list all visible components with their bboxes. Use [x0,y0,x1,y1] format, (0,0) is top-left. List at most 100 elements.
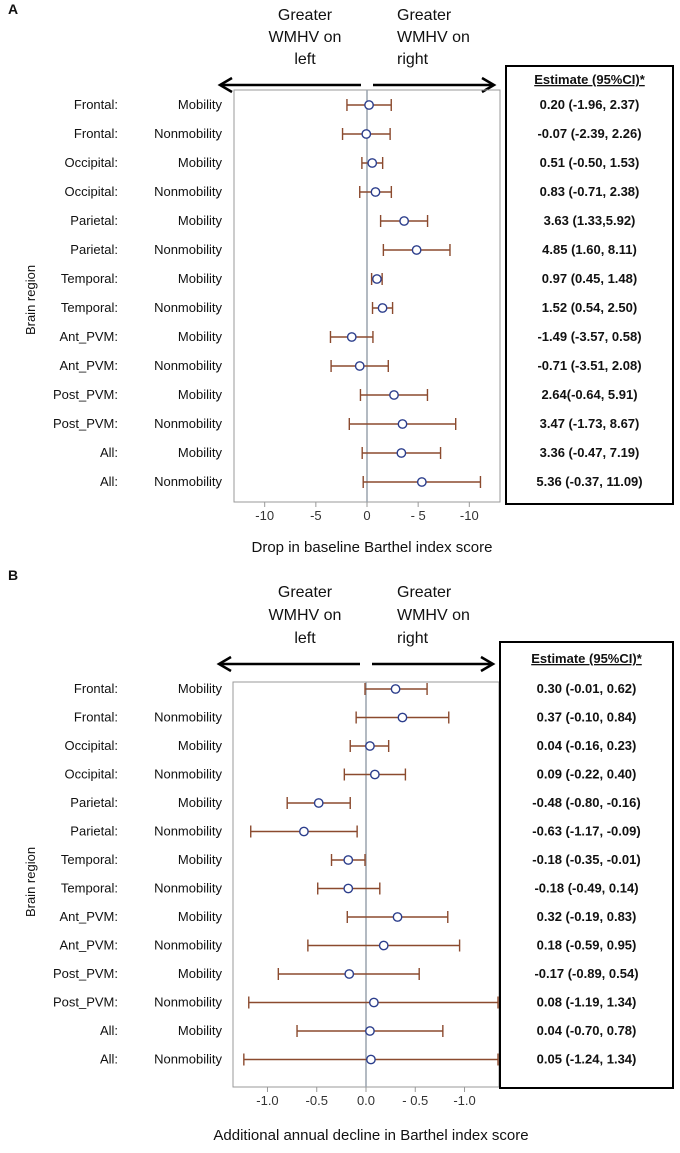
row-region-label: Temporal: [61,271,118,286]
estimate-value-text: 0.30 (-0.01, 0.62) [537,681,637,696]
point-estimate-marker [378,940,389,951]
estimate-value-text: 3.63 (1.33,5.92) [544,213,636,228]
row-region-label: Temporal: [61,300,118,315]
estimate-value-text: 2.64(-0.64, 5.91) [541,387,637,402]
estimate-value-text: 0.04 (-0.70, 0.78) [537,1023,637,1038]
row-outcome-label: Nonmobility [154,126,222,141]
point-estimate-marker [389,390,399,400]
estimate-value-text: 0.83 (-0.71, 2.38) [540,184,640,199]
forest-row: Temporal: Nonmobility -0.18 (-0.49, 0.14) [61,881,639,896]
forest-row: Occipital: Mobility 0.51 (-0.50, 1.53) [65,155,640,170]
arrow-right-text: right [397,51,429,68]
point-estimate-marker [366,1054,376,1065]
panel-letter: A [8,1,18,17]
y-axis-label: Brain region [23,847,38,917]
estimate-value-text: 0.37 (-0.10, 0.84) [537,710,637,725]
point-estimate-marker [377,303,388,313]
point-estimate-marker [354,361,365,371]
forest-row: All: Nonmobility 0.05 (-1.24, 1.34) [100,1052,636,1067]
row-outcome-label: Mobility [178,155,223,170]
row-region-label: All: [100,445,118,460]
point-estimate-marker [367,158,378,168]
forest-row: Occipital: Nonmobility 0.83 (-0.71, 2.38) [65,184,640,199]
estimate-value-text: -0.71 (-3.51, 2.08) [537,358,641,373]
forest-row: Post_PVM: Nonmobility 3.47 (-1.73, 8.67) [53,416,639,431]
row-region-label: All: [100,474,118,489]
x-tick-label: 0 [363,508,370,523]
row-region-label: Post_PVM: [53,995,118,1010]
row-region-label: Ant_PVM: [59,909,118,924]
estimate-value-text: -0.17 (-0.89, 0.54) [534,966,638,981]
x-tick-label: -1.0 [453,1093,475,1108]
forest-row: Post_PVM: Nonmobility 0.08 (-1.19, 1.34) [53,995,636,1010]
estimate-value-text: -0.63 (-1.17, -0.09) [532,824,640,839]
estimate-value-text: 3.47 (-1.73, 8.67) [540,416,640,431]
row-outcome-label: Mobility [178,213,223,228]
forest-row: Temporal: Nonmobility 1.52 (0.54, 2.50) [61,300,637,315]
arrow-left-text: left [294,51,316,68]
arrow-left-text: left [294,630,316,647]
forest-row: All: Nonmobility 5.36 (-0.37, 11.09) [100,474,643,489]
point-estimate-marker [397,712,408,723]
point-estimate-marker [368,997,379,1008]
row-region-label: Parietal: [70,795,118,810]
estimate-value-text: 3.36 (-0.47, 7.19) [540,445,640,460]
arrow-left-text: WMHV on [269,607,342,624]
row-region-label: Frontal: [74,97,118,112]
point-estimate-marker [399,216,410,226]
estimate-value-text: 0.51 (-0.50, 1.53) [540,155,640,170]
row-region-label: All: [100,1023,118,1038]
estimate-table-header: Estimate (95%CI)* [534,72,645,87]
row-outcome-label: Mobility [178,387,223,402]
row-outcome-label: Mobility [178,738,223,753]
estimate-table-box [499,641,674,1089]
row-region-label: Temporal: [61,852,118,867]
arrow-right-text: Greater [397,7,452,24]
row-region-label: Temporal: [61,881,118,896]
row-outcome-label: Mobility [178,852,223,867]
row-outcome-label: Nonmobility [154,358,222,373]
row-region-label: Ant_PVM: [59,329,118,344]
row-outcome-label: Nonmobility [154,242,222,257]
forest-row: Parietal: Mobility 3.63 (1.33,5.92) [70,213,635,228]
point-estimate-marker [364,100,374,110]
forest-row: Post_PVM: Mobility 2.64(-0.64, 5.91) [53,387,638,402]
row-region-label: Post_PVM: [53,966,118,981]
arrow-right-text: Greater [397,584,452,601]
forest-row: Temporal: Mobility 0.97 (0.45, 1.48) [61,271,637,286]
row-outcome-label: Mobility [178,97,223,112]
row-outcome-label: Mobility [178,795,223,810]
panel-a: A Greater WMHV on left Greater WMHV on right -1… [8,1,674,556]
row-region-label: Occipital: [65,738,118,753]
row-region-label: Post_PVM: [53,416,118,431]
estimate-value-text: -0.07 (-2.39, 2.26) [537,126,641,141]
row-outcome-label: Mobility [178,329,223,344]
row-region-label: Frontal: [74,126,118,141]
row-outcome-label: Nonmobility [154,710,222,725]
point-estimate-marker [372,274,382,284]
estimate-value-text: 1.52 (0.54, 2.50) [542,300,637,315]
estimate-table-header: Estimate (95%CI)* [531,651,642,666]
row-outcome-label: Nonmobility [154,184,222,199]
point-estimate-marker [343,855,354,865]
arrow-left-text: WMHV on [269,29,342,46]
estimate-value-text: -1.49 (-3.57, 0.58) [537,329,641,344]
point-estimate-marker [361,129,372,139]
forest-row: Ant_PVM: Mobility 0.32 (-0.19, 0.83) [59,909,636,924]
forest-row: Post_PVM: Mobility -0.17 (-0.89, 0.54) [53,966,639,981]
estimate-value-text: 0.18 (-0.59, 0.95) [537,938,637,953]
forest-row: Occipital: Nonmobility 0.09 (-0.22, 0.40) [65,767,637,782]
x-tick-label: -10 [255,508,274,523]
x-tick-label: - 5 [411,508,426,523]
point-estimate-marker [411,245,422,255]
row-outcome-label: Mobility [178,1023,223,1038]
panel-letter: B [8,567,18,583]
estimate-value-text: 0.05 (-1.24, 1.34) [537,1052,637,1067]
row-region-label: Post_PVM: [53,387,118,402]
point-estimate-marker [392,912,403,922]
forest-row: Parietal: Nonmobility 4.85 (1.60, 8.11) [70,242,637,257]
x-tick-label: -1.0 [256,1093,278,1108]
point-estimate-marker [344,969,355,979]
panel-b: B Greater WMHV on left Greater WMHV on right -1… [8,567,674,1144]
